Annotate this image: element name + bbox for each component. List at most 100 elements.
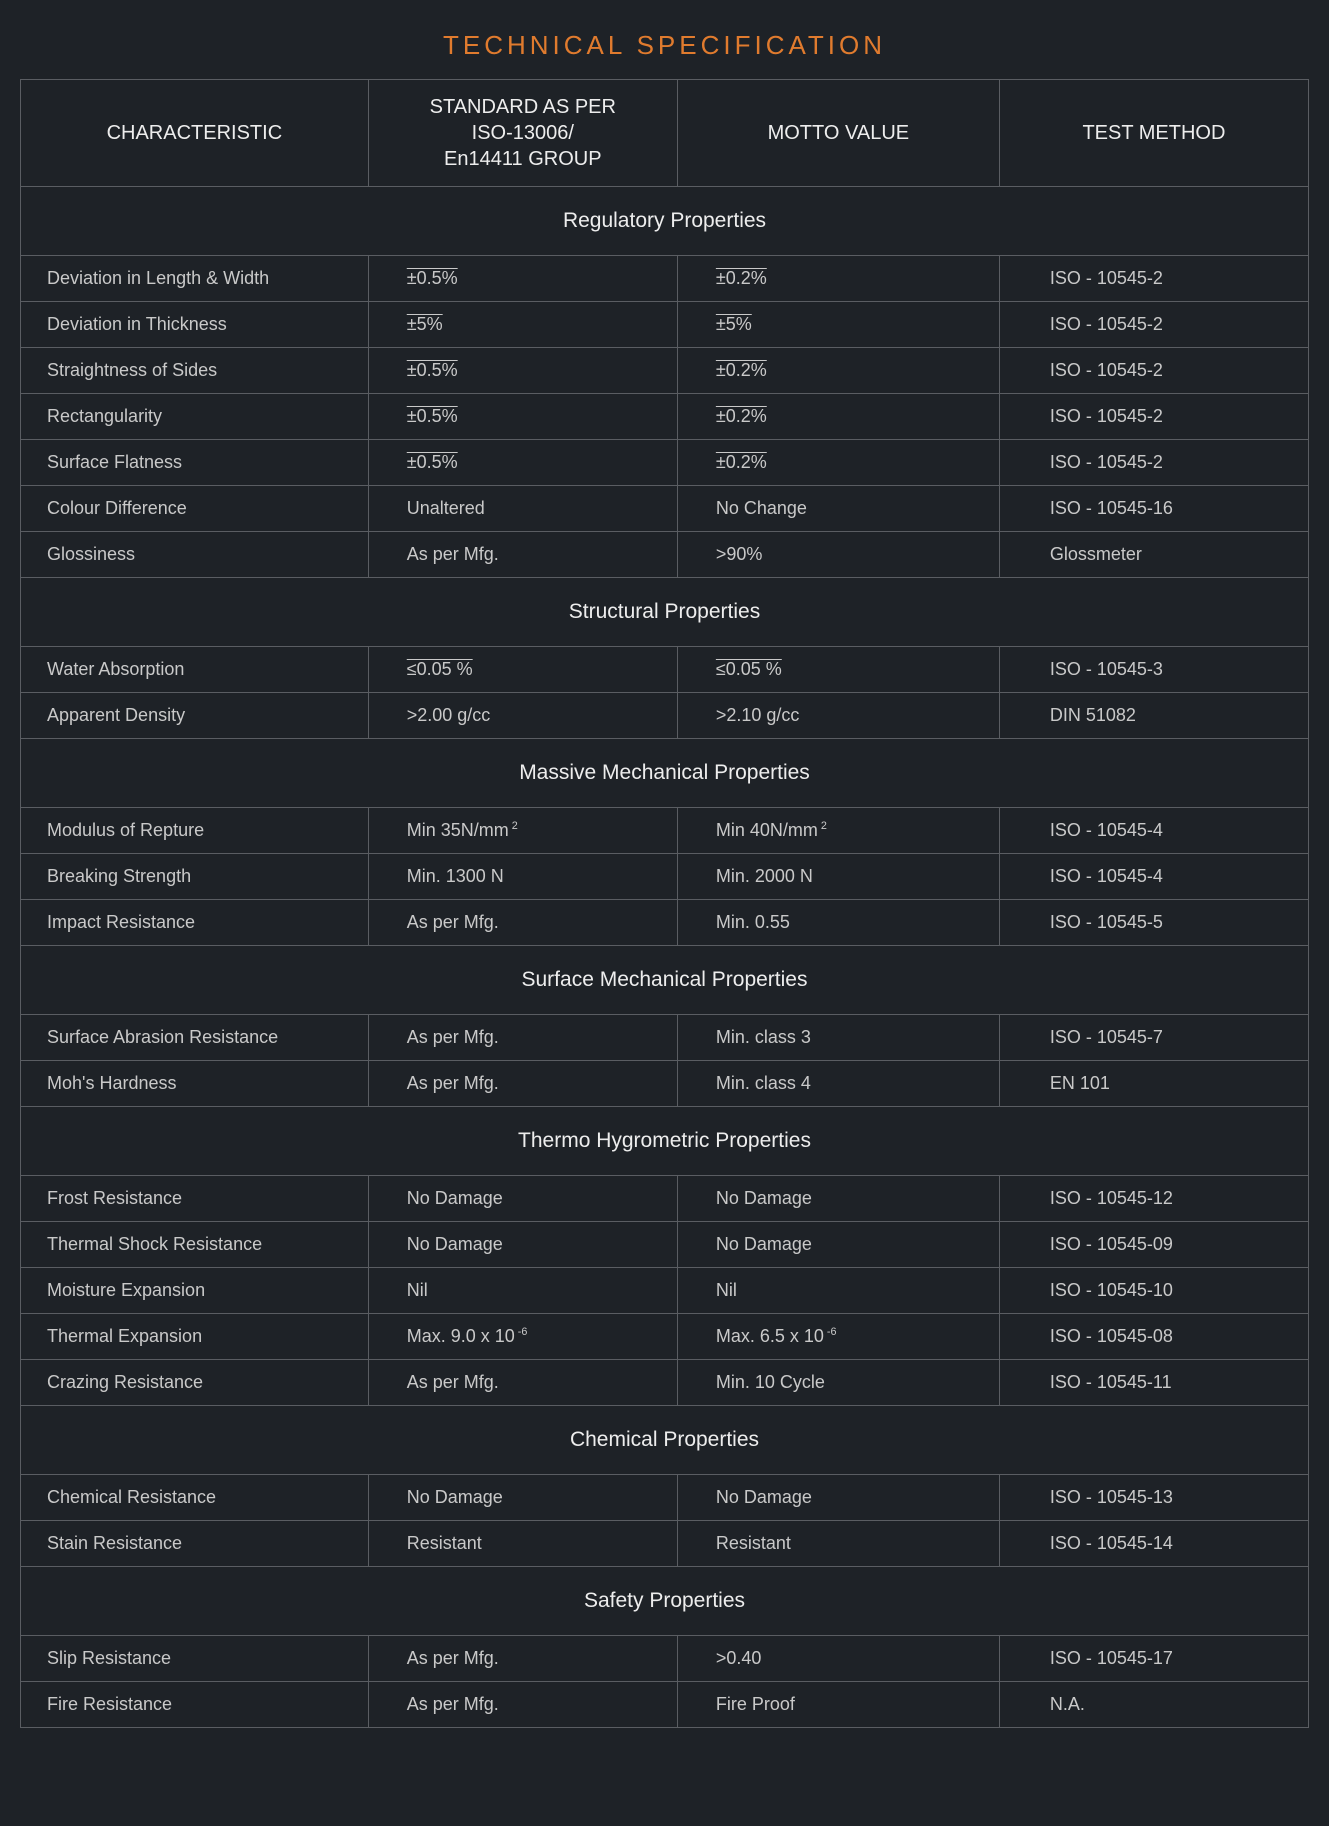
superscript: 2	[818, 820, 827, 832]
table-row: Moisture ExpansionNilNilISO - 10545-10	[21, 1268, 1309, 1314]
cell-c1: Fire Resistance	[21, 1682, 369, 1728]
cell-c2: As per Mfg.	[368, 532, 677, 578]
superscript: 2	[509, 820, 518, 832]
cell-c4: N.A.	[999, 1682, 1308, 1728]
cell-c4: ISO - 10545-5	[999, 900, 1308, 946]
cell-c2: As per Mfg.	[368, 900, 677, 946]
table-row: Thermal Shock ResistanceNo DamageNo Dama…	[21, 1222, 1309, 1268]
header-standard-line2: ISO-13006/	[472, 122, 574, 144]
cell-c1: Straightness of Sides	[21, 348, 369, 394]
table-row: Thermal ExpansionMax. 9.0 x 10 -6Max. 6.…	[21, 1314, 1309, 1360]
section-row: Regulatory Properties	[21, 187, 1309, 256]
cell-c4: ISO - 10545-10	[999, 1268, 1308, 1314]
cell-c1: Slip Resistance	[21, 1636, 369, 1682]
cell-c2: ≤0.05 %	[368, 647, 677, 693]
cell-c4: ISO - 10545-2	[999, 256, 1308, 302]
cell-c3: No Change	[677, 486, 999, 532]
cell-c3: Nil	[677, 1268, 999, 1314]
table-row: Impact ResistanceAs per Mfg.Min. 0.55ISO…	[21, 900, 1309, 946]
cell-c1: Moisture Expansion	[21, 1268, 369, 1314]
cell-c1: Deviation in Thickness	[21, 302, 369, 348]
cell-c3: Resistant	[677, 1521, 999, 1567]
table-row: Moh's HardnessAs per Mfg.Min. class 4EN …	[21, 1061, 1309, 1107]
cell-c2: As per Mfg.	[368, 1360, 677, 1406]
cell-c2: Min. 1300 N	[368, 854, 677, 900]
section-title: Safety Properties	[21, 1567, 1309, 1636]
cell-c4: ISO - 10545-16	[999, 486, 1308, 532]
table-row: Slip ResistanceAs per Mfg.>0.40ISO - 105…	[21, 1636, 1309, 1682]
section-title: Thermo Hygrometric Properties	[21, 1107, 1309, 1176]
section-title: Surface Mechanical Properties	[21, 946, 1309, 1015]
cell-c4: ISO - 10545-13	[999, 1475, 1308, 1521]
table-row: Surface Abrasion ResistanceAs per Mfg.Mi…	[21, 1015, 1309, 1061]
cell-c1: Stain Resistance	[21, 1521, 369, 1567]
cell-c3: Fire Proof	[677, 1682, 999, 1728]
table-row: Apparent Density>2.00 g/cc>2.10 g/ccDIN …	[21, 693, 1309, 739]
cell-c3: >90%	[677, 532, 999, 578]
table-row: Straightness of Sides±0.5%±0.2%ISO - 105…	[21, 348, 1309, 394]
cell-c1: Impact Resistance	[21, 900, 369, 946]
table-row: Stain ResistanceResistantResistantISO - …	[21, 1521, 1309, 1567]
cell-c4: ISO - 10545-2	[999, 440, 1308, 486]
cell-c1: Glossiness	[21, 532, 369, 578]
cell-c1: Breaking Strength	[21, 854, 369, 900]
cell-c4: ISO - 10545-09	[999, 1222, 1308, 1268]
cell-c3: ±0.2%	[677, 348, 999, 394]
section-row: Safety Properties	[21, 1567, 1309, 1636]
cell-c1: Rectangularity	[21, 394, 369, 440]
cell-c1: Colour Difference	[21, 486, 369, 532]
header-test-method: TEST METHOD	[999, 80, 1308, 187]
cell-c1: Chemical Resistance	[21, 1475, 369, 1521]
cell-c4: ISO - 10545-4	[999, 808, 1308, 854]
header-motto-value: MOTTO VALUE	[677, 80, 999, 187]
cell-c1: Deviation in Length & Width	[21, 256, 369, 302]
cell-c2: ±0.5%	[368, 440, 677, 486]
cell-c3: Max. 6.5 x 10 -6	[677, 1314, 999, 1360]
section-row: Surface Mechanical Properties	[21, 946, 1309, 1015]
cell-c3: ±5%	[677, 302, 999, 348]
cell-c3: ±0.2%	[677, 256, 999, 302]
cell-c1: Apparent Density	[21, 693, 369, 739]
cell-c2: ±0.5%	[368, 348, 677, 394]
cell-c3: Min. class 4	[677, 1061, 999, 1107]
table-row: Chemical ResistanceNo DamageNo DamageISO…	[21, 1475, 1309, 1521]
table-row: GlossinessAs per Mfg.>90%Glossmeter	[21, 532, 1309, 578]
cell-c3: Min. 10 Cycle	[677, 1360, 999, 1406]
section-row: Thermo Hygrometric Properties	[21, 1107, 1309, 1176]
cell-c3: ≤0.05 %	[677, 647, 999, 693]
cell-c1: Surface Abrasion Resistance	[21, 1015, 369, 1061]
cell-c4: ISO - 10545-08	[999, 1314, 1308, 1360]
cell-c2: Unaltered	[368, 486, 677, 532]
table-row: Frost ResistanceNo DamageNo DamageISO - …	[21, 1176, 1309, 1222]
table-row: Water Absorption≤0.05 %≤0.05 %ISO - 1054…	[21, 647, 1309, 693]
table-row: Colour DifferenceUnalteredNo ChangeISO -…	[21, 486, 1309, 532]
cell-c4: EN 101	[999, 1061, 1308, 1107]
table-row: Modulus of ReptureMin 35N/mm 2Min 40N/mm…	[21, 808, 1309, 854]
header-standard-line3: En14411 GROUP	[444, 148, 602, 170]
cell-c1: Crazing Resistance	[21, 1360, 369, 1406]
cell-c1: Water Absorption	[21, 647, 369, 693]
table-row: Crazing ResistanceAs per Mfg.Min. 10 Cyc…	[21, 1360, 1309, 1406]
table-row: Surface Flatness±0.5%±0.2%ISO - 10545-2	[21, 440, 1309, 486]
cell-c3: >2.10 g/cc	[677, 693, 999, 739]
cell-c3: ±0.2%	[677, 394, 999, 440]
cell-c2: No Damage	[368, 1176, 677, 1222]
cell-c2: Min 35N/mm 2	[368, 808, 677, 854]
cell-c2: Resistant	[368, 1521, 677, 1567]
header-standard: STANDARD AS PER ISO-13006/ En14411 GROUP	[368, 80, 677, 187]
cell-c4: ISO - 10545-3	[999, 647, 1308, 693]
cell-c4: ISO - 10545-12	[999, 1176, 1308, 1222]
header-standard-line1: STANDARD AS PER	[430, 96, 616, 118]
cell-c4: ISO - 10545-2	[999, 394, 1308, 440]
cell-c1: Thermal Expansion	[21, 1314, 369, 1360]
cell-c2: No Damage	[368, 1475, 677, 1521]
section-row: Chemical Properties	[21, 1406, 1309, 1475]
cell-c2: >2.00 g/cc	[368, 693, 677, 739]
cell-c3: Min 40N/mm 2	[677, 808, 999, 854]
cell-c3: ±0.2%	[677, 440, 999, 486]
cell-c3: Min. class 3	[677, 1015, 999, 1061]
table-row: Deviation in Thickness±5%±5%ISO - 10545-…	[21, 302, 1309, 348]
cell-c3: Min. 0.55	[677, 900, 999, 946]
table-body: Regulatory PropertiesDeviation in Length…	[21, 187, 1309, 1728]
cell-c3: No Damage	[677, 1475, 999, 1521]
